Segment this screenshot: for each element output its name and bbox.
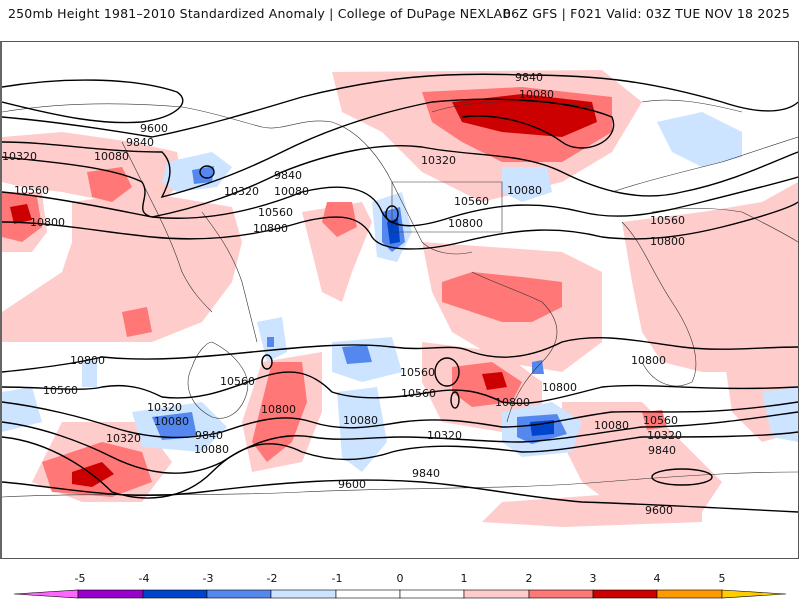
contour-label: 10560: [643, 414, 678, 427]
colorbar-segment: [656, 589, 723, 599]
contour-label: 10800: [495, 396, 530, 409]
colorbar-segment: [77, 589, 144, 599]
title-bar: 250mb Height 1981–2010 Standardized Anom…: [0, 0, 800, 28]
anomaly-positive-region: [87, 167, 132, 202]
colorbar-segment: [142, 589, 208, 599]
anomaly-negative-region: [152, 412, 197, 440]
contour-label: 10080: [94, 150, 129, 163]
colorbar-tick: 0: [396, 572, 404, 585]
contour-label: 10800: [631, 354, 666, 367]
contour-label: 9840: [195, 429, 223, 442]
contour-label: 10080: [274, 185, 309, 198]
anomaly-positive-region: [642, 410, 667, 430]
contour-label: 10320: [224, 185, 259, 198]
contour-label: 10800: [253, 222, 288, 235]
anomaly-negative-region: [267, 337, 274, 347]
anomaly-positive-region: [622, 182, 798, 382]
anomaly-positive-region: [442, 272, 562, 322]
colorbar-tick: -5: [74, 572, 86, 585]
contour-label: 10800: [261, 403, 296, 416]
coastlines: [2, 99, 798, 498]
colorbar-tick: -2: [266, 572, 278, 585]
anomaly-positive-region: [122, 307, 152, 337]
colorbar-graphic: [13, 589, 787, 599]
colorbar-segment: [206, 589, 272, 599]
contour-label: 10320: [427, 429, 462, 442]
colorbar-segment: [335, 589, 401, 599]
contour-label: 10560: [258, 206, 293, 219]
contour-label: 10560: [220, 375, 255, 388]
contour-label: 9840: [126, 136, 154, 149]
contour-label: 10320: [106, 432, 141, 445]
anomaly-negative-region: [532, 360, 544, 374]
colorbar-segment: [592, 589, 658, 599]
contour-label: 10080: [507, 184, 542, 197]
model-run-info: 06Z GFS | F021 Valid: 03Z TUE NOV 18 202…: [502, 6, 790, 21]
anomaly-positive-region: [482, 492, 702, 527]
contour-label: 10320: [647, 429, 682, 442]
anomaly-negative-region: [192, 166, 214, 184]
contour-label: 10800: [650, 235, 685, 248]
contour-label: 9840: [648, 444, 676, 457]
contour-label: 10560: [400, 366, 435, 379]
anomaly-positive-region: [452, 94, 597, 137]
contour-label: 10080: [154, 415, 189, 428]
contour-label: 9600: [645, 504, 673, 517]
colorbar-tick: -4: [138, 572, 150, 585]
anomaly-negative-region: [337, 387, 387, 472]
colorbar-segment: [270, 589, 337, 599]
contour-label: 10080: [519, 88, 554, 101]
colorbar-tick: -1: [331, 572, 343, 585]
contour-label: 10080: [194, 443, 229, 456]
contour-label: 9840: [412, 467, 440, 480]
map-canvas: 9600 9840 10320 10080 10560 10800 10320 …: [2, 70, 798, 527]
colorbar-tick: 1: [460, 572, 468, 585]
contour-labels: 9600 9840 10320 10080 10560 10800 10320 …: [2, 71, 685, 517]
anomaly-positive-region: [2, 192, 242, 342]
contour-label: 10800: [70, 354, 105, 367]
colorbar-segment: [463, 589, 530, 599]
contour-label: 9840: [515, 71, 543, 84]
colorbar-segment-lt-neg5: [13, 589, 79, 599]
contour-label: 10080: [594, 419, 629, 432]
anomaly-negative-region: [2, 387, 42, 432]
anomaly-negative-region: [657, 112, 742, 167]
contour-label: 10320: [421, 154, 456, 167]
anomaly-shading: [2, 70, 798, 527]
anomaly-positive-region: [482, 372, 507, 390]
colorbar-segment: [399, 589, 465, 599]
anomaly-negative-region: [502, 167, 552, 202]
contour-label: 10560: [454, 195, 489, 208]
anomaly-negative-region: [342, 345, 372, 364]
colorbar-tick: 2: [525, 572, 533, 585]
contour-label: 10560: [401, 387, 436, 400]
colorbar-segment: [528, 589, 594, 599]
colorbar-segment-gt-5: [721, 589, 787, 599]
colorbar-tick: 5: [718, 572, 726, 585]
map-title: 250mb Height 1981–2010 Standardized Anom…: [8, 6, 512, 21]
anomaly-negative-region: [82, 360, 97, 387]
contour-label: 10800: [30, 216, 65, 229]
colorbar-tick: -3: [202, 572, 214, 585]
contour-label: 9840: [274, 169, 302, 182]
contour-label: 10320: [147, 401, 182, 414]
contour-label: 10560: [650, 214, 685, 227]
contour-label: 10800: [448, 217, 483, 230]
anomaly-positive-region: [252, 362, 307, 462]
anomaly-colorbar: -5 -4 -3 -2 -1 0 1 2 3 4 5: [0, 570, 800, 600]
anomaly-positive-region: [322, 202, 357, 237]
contour-label: 10080: [343, 414, 378, 427]
anomaly-positive-region: [10, 204, 32, 224]
height-contours: [2, 73, 798, 513]
contour-label: 9600: [140, 122, 168, 135]
colorbar-tick: 4: [653, 572, 661, 585]
contour-label: 10320: [2, 150, 37, 163]
contour-label: 9600: [338, 478, 366, 491]
contour-label: 10560: [14, 184, 49, 197]
contour-label: 10800: [542, 381, 577, 394]
colorbar-tick: 3: [589, 572, 597, 585]
contour-label: 10560: [43, 384, 78, 397]
map-panel: 9600 9840 10320 10080 10560 10800 10320 …: [0, 41, 799, 559]
